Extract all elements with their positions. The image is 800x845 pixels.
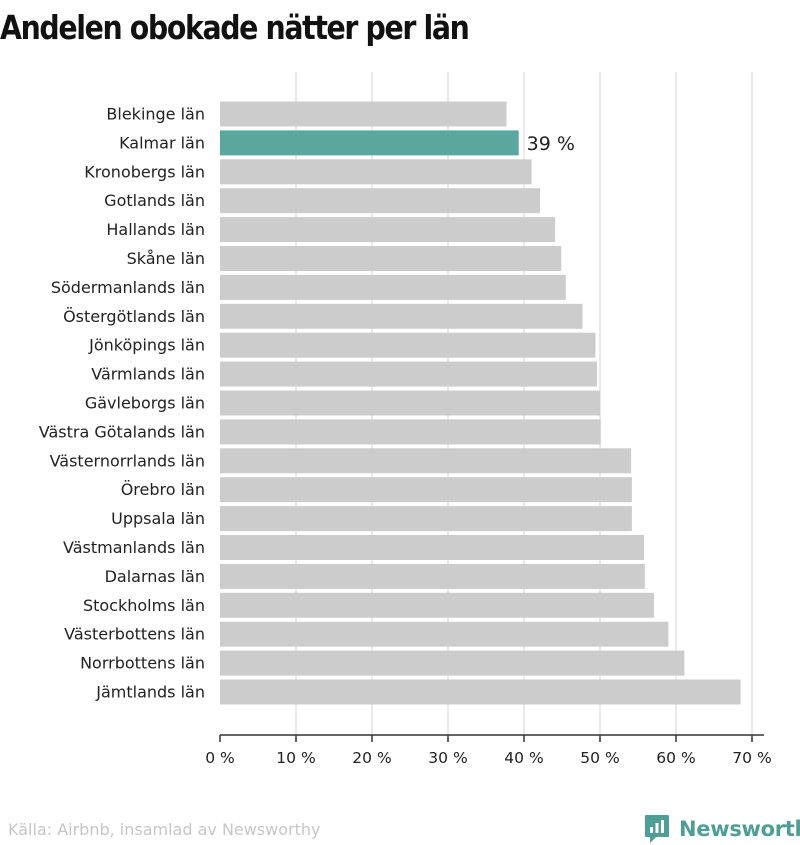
- bar: [220, 130, 519, 156]
- x-tick-label: 70 %: [732, 749, 771, 767]
- bar: [220, 592, 654, 618]
- category-labels: Blekinge län Kalmar län Kronobergs län Gotl…: [39, 105, 205, 702]
- bar: [220, 563, 645, 589]
- category-label: Kronobergs län: [84, 162, 205, 181]
- brand-logo[interactable]: Newsworthy: [644, 814, 800, 844]
- category-label: Södermanlands län: [51, 278, 205, 297]
- x-tick-label: 60 %: [656, 749, 695, 767]
- bar: [220, 390, 600, 416]
- x-tick-label: 50 %: [580, 749, 619, 767]
- bar: [220, 448, 632, 474]
- category-label: Västerbottens län: [64, 625, 205, 644]
- x-tick-label: 10 %: [276, 749, 315, 767]
- x-tick-label: 30 %: [428, 749, 467, 767]
- bar: [220, 188, 540, 214]
- category-label: Östergötlands län: [63, 307, 205, 326]
- newsworthy-logo-icon: [645, 815, 669, 843]
- category-label: Uppsala län: [111, 509, 205, 528]
- category-label: Värmlands län: [91, 365, 205, 384]
- category-label: Gävleborgs län: [85, 394, 205, 413]
- data-label: 39 %: [527, 133, 575, 155]
- bars: 39 %: [220, 101, 741, 705]
- x-tick-label: 0 %: [205, 749, 235, 767]
- category-label: Stockholms län: [83, 596, 205, 615]
- bar: [220, 303, 583, 329]
- category-label: Blekinge län: [106, 105, 205, 124]
- category-label: Dalarnas län: [105, 567, 205, 586]
- category-label: Örebro län: [121, 480, 205, 499]
- bar-chart: 39 % Blekinge län Kalmar län Kronobergs lä…: [39, 72, 772, 767]
- bar: [220, 650, 685, 676]
- bar: [220, 679, 741, 705]
- bar: [220, 217, 556, 243]
- source-note: Källa: Airbnb, insamlad av Newsworthy: [8, 820, 321, 839]
- category-label: Norrbottens län: [80, 654, 205, 673]
- x-tick-label: 40 %: [504, 749, 543, 767]
- category-label: Jönköpings län: [88, 336, 205, 355]
- bar: [220, 274, 566, 300]
- bar: [220, 621, 669, 647]
- bar: [220, 361, 597, 387]
- category-label: Västmanlands län: [63, 538, 205, 557]
- bar: [220, 101, 507, 127]
- bar: [220, 159, 532, 185]
- chart-title: Andelen obokade nätter per län: [0, 8, 470, 47]
- bar: [220, 535, 645, 560]
- bar: [220, 506, 632, 532]
- bar: [220, 332, 596, 358]
- category-label: Västernorrlands län: [50, 451, 205, 470]
- category-label: Västra Götalands län: [39, 422, 205, 441]
- category-label: Gotlands län: [104, 191, 205, 210]
- x-tick-label: 20 %: [352, 749, 391, 767]
- bar: [220, 477, 632, 503]
- category-label: Skåne län: [127, 249, 205, 268]
- bar: [220, 419, 601, 445]
- category-label: Kalmar län: [119, 133, 205, 152]
- category-label: Jämtlands län: [95, 683, 205, 702]
- bar: [220, 246, 562, 271]
- x-axis: 0 % 10 % 20 % 30 % 40 % 50 % 60 % 70 %: [205, 734, 772, 767]
- brand-name: Newsworthy: [679, 817, 800, 841]
- category-label: Hallands län: [106, 220, 205, 239]
